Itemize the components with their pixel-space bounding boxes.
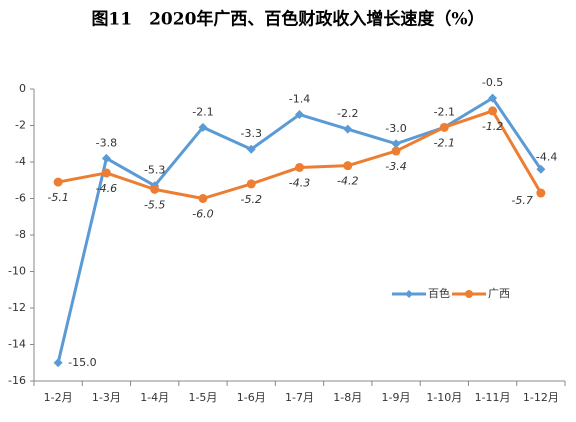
data-label: -2.1	[434, 136, 455, 149]
point	[536, 188, 546, 198]
data-label: -4.3	[289, 176, 310, 189]
data-label: -1.2	[482, 120, 503, 133]
data-label: -2.2	[337, 107, 358, 120]
point	[343, 124, 353, 134]
legend-label: 广西	[488, 287, 510, 300]
series-line	[56, 96, 543, 364]
point	[343, 161, 353, 171]
data-label: -5.5	[144, 198, 165, 211]
point	[198, 194, 208, 203]
point	[246, 179, 256, 189]
x-tick-label: 1-7月	[285, 391, 314, 404]
x-tick-label: 1-8月	[333, 391, 362, 404]
point	[391, 139, 401, 149]
y-tick-label: -2	[15, 119, 26, 132]
data-label: -2.1	[192, 105, 213, 118]
point	[246, 144, 256, 154]
data-label: -5.7	[511, 194, 532, 207]
data-label: -0.5	[482, 76, 503, 89]
data-label: -5.1	[47, 191, 68, 204]
y-tick-label: -4	[15, 155, 26, 168]
x-tick-label: 1-5月	[188, 391, 217, 404]
x-tick-label: 1-11月	[475, 391, 511, 404]
data-label: -4.4	[536, 150, 557, 163]
x-tick-label: 1-10月	[426, 391, 462, 404]
point	[391, 146, 401, 156]
legend-marker	[405, 290, 413, 298]
point	[488, 106, 498, 116]
x-tick-label: 1-9月	[382, 391, 411, 404]
chart-title: 图11 2020年广西、百色财政收入增长速度（%）	[91, 9, 484, 30]
data-label: -5.2	[240, 193, 261, 206]
data-label: -3.8	[96, 136, 117, 149]
y-tick-label: -12	[8, 301, 26, 314]
data-label: -2.1	[434, 105, 455, 118]
point	[295, 162, 304, 172]
legend-label: 百色	[428, 286, 450, 300]
point	[439, 122, 449, 132]
point	[198, 122, 208, 132]
x-tick-label: 1-12月	[523, 391, 559, 404]
y-tick-label: -10	[8, 265, 26, 278]
x-tick-label: 1-6月	[237, 391, 266, 404]
data-label: -15.0	[68, 356, 96, 369]
data-label: -4.2	[337, 175, 358, 188]
point	[101, 168, 111, 178]
data-label: -3.0	[385, 122, 406, 135]
legend-marker	[465, 290, 473, 298]
point	[295, 110, 304, 120]
y-tick-label: -6	[15, 192, 26, 205]
y-tick-label: 0	[19, 82, 26, 95]
data-label: -6.0	[192, 208, 213, 221]
x-tick-label: 1-3月	[92, 391, 121, 404]
point	[101, 153, 111, 163]
data-label: -3.3	[240, 127, 261, 140]
y-tick-label: -16	[8, 374, 26, 387]
y-tick-label: -14	[8, 338, 26, 351]
data-label: -4.6	[96, 182, 117, 195]
x-tick-label: 1-4月	[140, 391, 169, 404]
point	[488, 93, 498, 103]
y-tick-label: -8	[15, 228, 26, 241]
data-label: -1.4	[289, 93, 310, 106]
point	[150, 184, 160, 194]
point	[536, 164, 546, 174]
x-tick-label: 1-2月	[44, 391, 73, 404]
data-label: -3.4	[385, 160, 406, 173]
data-label: -5.3	[144, 164, 165, 177]
point	[53, 358, 63, 368]
point	[53, 177, 63, 187]
